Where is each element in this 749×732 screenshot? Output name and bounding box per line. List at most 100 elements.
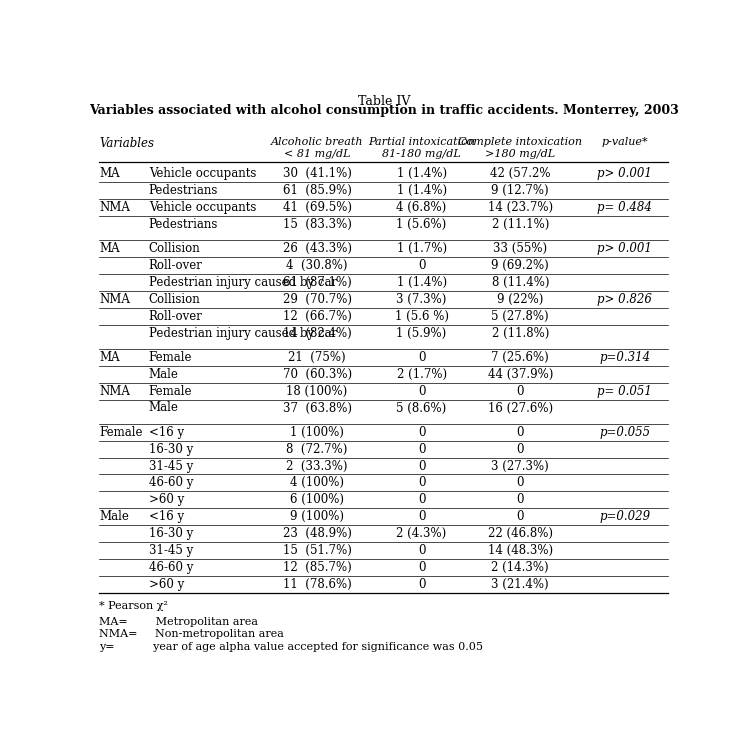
Text: 0: 0: [418, 443, 425, 455]
Text: 12  (66.7%): 12 (66.7%): [282, 310, 351, 323]
Text: 0: 0: [418, 561, 425, 574]
Text: y=           year of age alpha value accepted for significance was 0.05: y= year of age alpha value accepted for …: [100, 642, 483, 652]
Text: 0: 0: [418, 578, 425, 591]
Text: 0: 0: [418, 426, 425, 438]
Text: 1 (1.4%): 1 (1.4%): [396, 276, 446, 289]
Text: NMA: NMA: [100, 201, 130, 214]
Text: Collision: Collision: [149, 242, 201, 255]
Text: 0: 0: [418, 477, 425, 490]
Text: p> 0.001: p> 0.001: [597, 242, 652, 255]
Text: Female: Female: [100, 426, 143, 438]
Text: 0: 0: [517, 384, 524, 397]
Text: p-value*: p-value*: [601, 138, 648, 147]
Text: 70  (60.3%): 70 (60.3%): [282, 367, 352, 381]
Text: 9 (100%): 9 (100%): [290, 510, 344, 523]
Text: 8 (11.4%): 8 (11.4%): [491, 276, 549, 289]
Text: 0: 0: [517, 510, 524, 523]
Text: Alcoholic breath
< 81 mg/dL: Alcoholic breath < 81 mg/dL: [271, 138, 363, 159]
Text: >60 y: >60 y: [149, 493, 184, 507]
Text: 14  (82.4%): 14 (82.4%): [282, 326, 351, 340]
Text: 1 (1.4%): 1 (1.4%): [396, 167, 446, 180]
Text: 0: 0: [517, 426, 524, 438]
Text: MA: MA: [100, 167, 120, 180]
Text: Vehicle occupants: Vehicle occupants: [149, 167, 256, 180]
Text: Vehicle occupants: Vehicle occupants: [149, 201, 256, 214]
Text: Table IV: Table IV: [358, 94, 410, 108]
Text: 0: 0: [418, 493, 425, 507]
Text: Roll-over: Roll-over: [149, 259, 203, 272]
Text: 6 (100%): 6 (100%): [290, 493, 344, 507]
Text: 2 (4.3%): 2 (4.3%): [396, 527, 446, 540]
Text: 1 (100%): 1 (100%): [290, 426, 344, 438]
Text: 2  (33.3%): 2 (33.3%): [286, 460, 348, 473]
Text: 0: 0: [418, 351, 425, 364]
Text: 30  (41.1%): 30 (41.1%): [282, 167, 351, 180]
Text: Collision: Collision: [149, 293, 201, 306]
Text: 18 (100%): 18 (100%): [286, 384, 348, 397]
Text: 61  (87.1%): 61 (87.1%): [282, 276, 351, 289]
Text: 15  (83.3%): 15 (83.3%): [282, 217, 351, 231]
Text: NMA: NMA: [100, 293, 130, 306]
Text: 21  (75%): 21 (75%): [288, 351, 346, 364]
Text: MA: MA: [100, 351, 120, 364]
Text: 0: 0: [418, 259, 425, 272]
Text: 15  (51.7%): 15 (51.7%): [282, 544, 351, 557]
Text: 9 (12.7%): 9 (12.7%): [491, 184, 549, 197]
Text: 5 (27.8%): 5 (27.8%): [491, 310, 549, 323]
Text: p> 0.001: p> 0.001: [597, 167, 652, 180]
Text: 33 (55%): 33 (55%): [493, 242, 548, 255]
Text: 2 (14.3%): 2 (14.3%): [491, 561, 549, 574]
Text: p= 0.484: p= 0.484: [597, 201, 652, 214]
Text: 5 (8.6%): 5 (8.6%): [396, 401, 446, 414]
Text: Partial intoxication
81-180 mg/dL: Partial intoxication 81-180 mg/dL: [368, 138, 475, 159]
Text: Male: Male: [100, 510, 130, 523]
Text: Female: Female: [149, 384, 192, 397]
Text: <16 y: <16 y: [149, 510, 184, 523]
Text: Variables: Variables: [100, 138, 154, 151]
Text: 3 (7.3%): 3 (7.3%): [396, 293, 447, 306]
Text: Roll-over: Roll-over: [149, 310, 203, 323]
Text: 14 (23.7%): 14 (23.7%): [488, 201, 553, 214]
Text: 4  (30.8%): 4 (30.8%): [286, 259, 348, 272]
Text: 16-30 y: 16-30 y: [149, 443, 193, 455]
Text: 0: 0: [418, 384, 425, 397]
Text: 61  (85.9%): 61 (85.9%): [282, 184, 351, 197]
Text: 0: 0: [517, 477, 524, 490]
Text: 14 (48.3%): 14 (48.3%): [488, 544, 553, 557]
Text: 23  (48.9%): 23 (48.9%): [282, 527, 351, 540]
Text: Pedestrian injury caused by car: Pedestrian injury caused by car: [149, 276, 337, 289]
Text: 2 (1.7%): 2 (1.7%): [396, 367, 446, 381]
Text: >60 y: >60 y: [149, 578, 184, 591]
Text: Pedestrian injury caused by car: Pedestrian injury caused by car: [149, 326, 337, 340]
Text: 11  (78.6%): 11 (78.6%): [282, 578, 351, 591]
Text: MA=        Metropolitan area: MA= Metropolitan area: [100, 617, 258, 627]
Text: 9 (22%): 9 (22%): [497, 293, 544, 306]
Text: p= 0.051: p= 0.051: [597, 384, 652, 397]
Text: 1 (5.6%): 1 (5.6%): [396, 217, 446, 231]
Text: 7 (25.6%): 7 (25.6%): [491, 351, 549, 364]
Text: 1 (1.4%): 1 (1.4%): [396, 184, 446, 197]
Text: Variables associated with alcohol consumption in traffic accidents. Monterrey, 2: Variables associated with alcohol consum…: [89, 104, 679, 117]
Text: MA: MA: [100, 242, 120, 255]
Text: NMA: NMA: [100, 384, 130, 397]
Text: 26  (43.3%): 26 (43.3%): [282, 242, 351, 255]
Text: 31-45 y: 31-45 y: [149, 460, 193, 473]
Text: Female: Female: [149, 351, 192, 364]
Text: 1 (1.7%): 1 (1.7%): [396, 242, 446, 255]
Text: 1 (5.6 %): 1 (5.6 %): [395, 310, 449, 323]
Text: 44 (37.9%): 44 (37.9%): [488, 367, 553, 381]
Text: <16 y: <16 y: [149, 426, 184, 438]
Text: 4 (6.8%): 4 (6.8%): [396, 201, 446, 214]
Text: 0: 0: [517, 443, 524, 455]
Text: NMA=     Non-metropolitan area: NMA= Non-metropolitan area: [100, 630, 285, 640]
Text: 2 (11.8%): 2 (11.8%): [491, 326, 549, 340]
Text: 0: 0: [418, 510, 425, 523]
Text: 4 (100%): 4 (100%): [290, 477, 344, 490]
Text: 22 (46.8%): 22 (46.8%): [488, 527, 553, 540]
Text: Pedestrians: Pedestrians: [149, 217, 218, 231]
Text: p=0.314: p=0.314: [599, 351, 650, 364]
Text: 0: 0: [418, 544, 425, 557]
Text: 0: 0: [517, 493, 524, 507]
Text: 12  (85.7%): 12 (85.7%): [282, 561, 351, 574]
Text: 3 (27.3%): 3 (27.3%): [491, 460, 549, 473]
